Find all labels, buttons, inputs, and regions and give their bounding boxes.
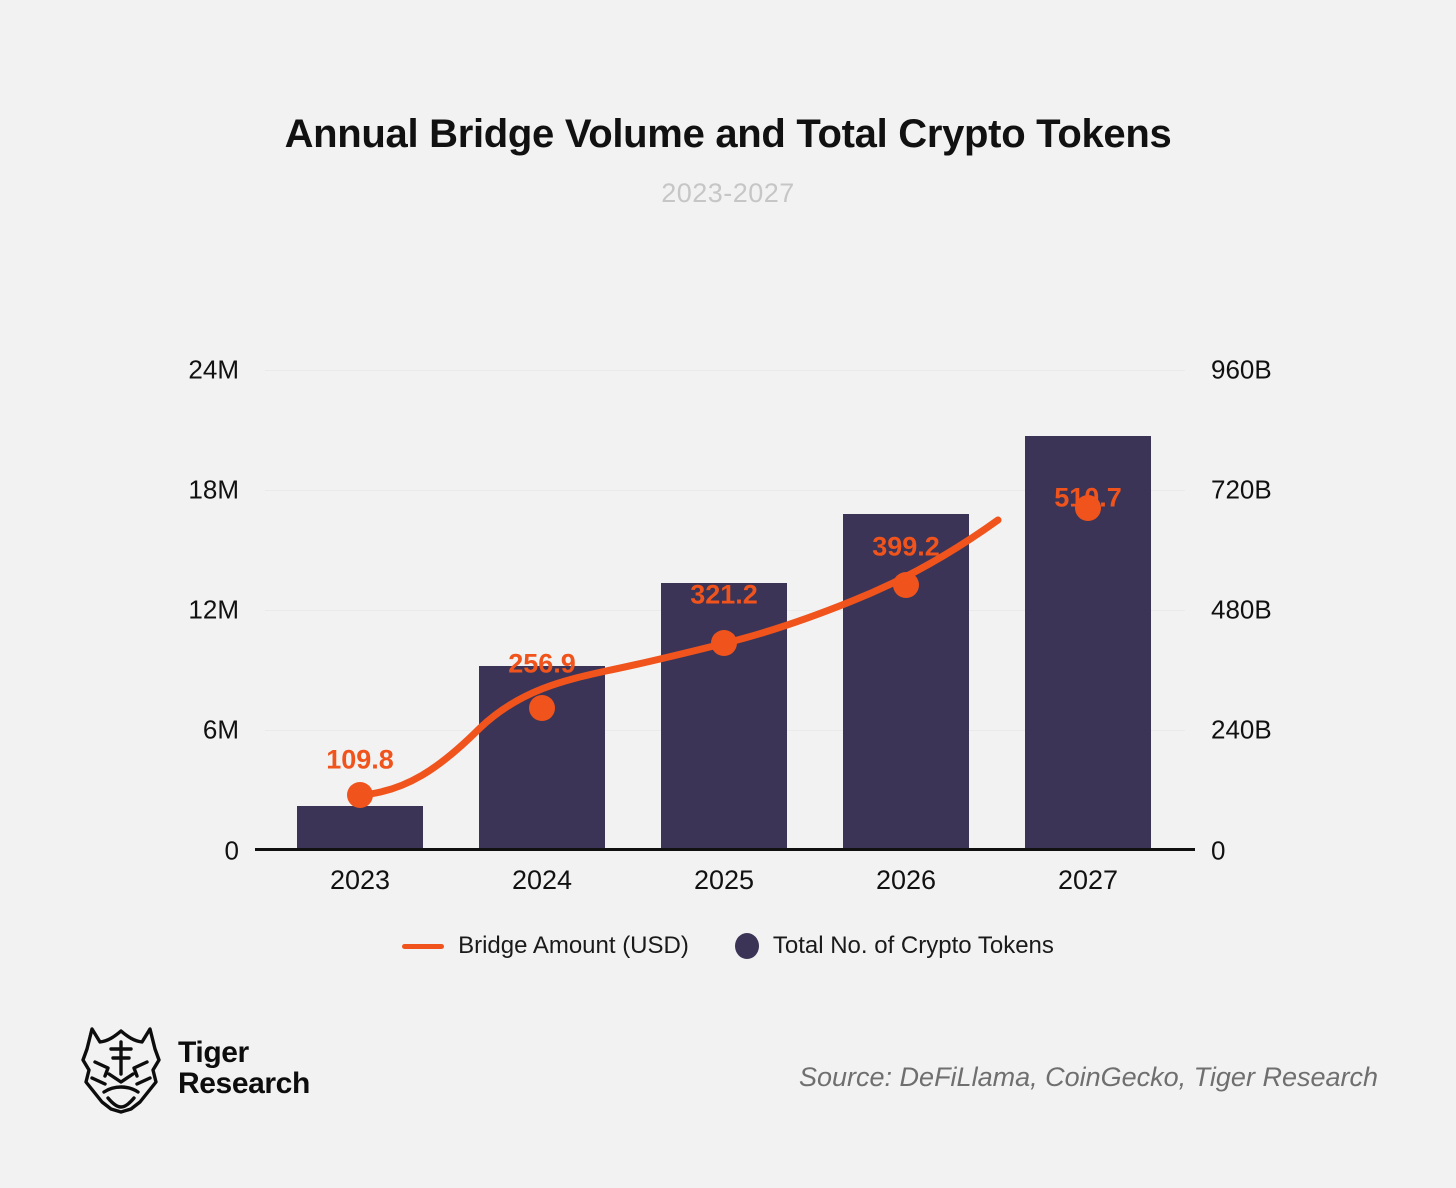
x-axis-tick-2026: 2026 [875, 865, 937, 895]
gridline-18M [265, 490, 1185, 491]
data-label-2027: 510.7 [1054, 482, 1122, 513]
line-marker-icon [402, 943, 445, 949]
y-axis-right-tick-240B: 240B [1211, 714, 1272, 745]
data-label-2024: 256.9 [508, 648, 576, 679]
legend-label-total-crypto-tokens: Total No. of Crypto Tokens [772, 932, 1054, 959]
line-point-2023[interactable] [347, 782, 373, 808]
bar-2024[interactable] [479, 666, 605, 851]
y-axis-right-tick-720B: 720B [1211, 474, 1272, 505]
gridline-24M [265, 370, 1185, 371]
x-axis-tick-2024: 2024 [511, 865, 573, 895]
y-axis-left-tick-18M: 18M [188, 474, 239, 505]
tiger-head-icon [81, 1027, 161, 1114]
legend-item-total-crypto-tokens[interactable]: Total No. of Crypto Tokens [734, 932, 1054, 960]
x-axis-tick-2027: 2027 [1057, 865, 1119, 895]
chart-header: Annual Bridge Volume and Total Crypto To… [0, 112, 1456, 209]
y-axis-left-tick-24M: 24M [188, 354, 239, 385]
legend-item-bridge-amount[interactable]: Bridge Amount (USD) [402, 932, 689, 960]
brand-wordmark-line1: Tiger [178, 1035, 249, 1069]
bar-2026[interactable] [843, 514, 969, 851]
y-axis-left-tick-12M: 12M [188, 594, 239, 625]
bar-2025[interactable] [661, 583, 787, 851]
x-axis-tick-2023: 2023 [329, 865, 391, 895]
brand-wordmark-line2: Research [178, 1067, 310, 1100]
y-axis-right-tick-0: 0 [1211, 835, 1226, 866]
bar-2023[interactable] [297, 806, 423, 851]
chart-legend: Bridge Amount (USD) Total No. of Crypto … [0, 932, 1456, 960]
data-label-2026: 399.2 [872, 531, 940, 562]
y-axis-left-tick-0: 0 [224, 835, 239, 866]
chart-subtitle: 2023-2027 [661, 178, 795, 208]
y-axis-left-tick-6M: 6M [202, 714, 239, 745]
y-axis-right-tick-480B: 480B [1211, 594, 1272, 625]
legend-label-bridge-amount: Bridge Amount (USD) [458, 932, 689, 959]
brand-wordmark: Tiger Research [178, 1035, 310, 1100]
dot-marker-icon [734, 933, 759, 959]
plot-area: 24M 18M 12M 6M 0 960B 720B 480B 240B 0 1… [188, 355, 1271, 896]
data-label-2025: 321.2 [690, 579, 758, 610]
source-note: Source: DeFiLlama, CoinGecko, Tiger Rese… [799, 1062, 1378, 1092]
page-title: Annual Bridge Volume and Total Crypto To… [284, 112, 1172, 156]
x-axis-baseline [255, 848, 1195, 851]
brand-logo: Tiger Research [78, 1022, 310, 1114]
data-label-2023: 109.8 [326, 744, 394, 775]
y-axis-right-tick-960B: 960B [1211, 354, 1272, 385]
x-axis-tick-2025: 2025 [693, 865, 755, 895]
